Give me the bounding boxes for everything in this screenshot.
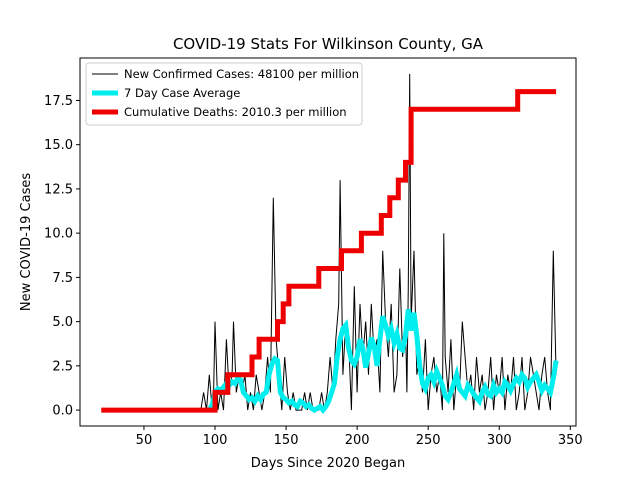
x-tick-label: 100 <box>203 433 228 448</box>
x-tick-label: 300 <box>487 433 512 448</box>
y-axis-label: New COVID-19 Cases <box>19 173 34 311</box>
axis-layer: 50 100 150 200 250 300 350 0.0 2.5 5.0 7.5 10.0 12.5… <box>44 94 583 448</box>
x-tick-label: 50 <box>136 433 153 448</box>
x-tick-label: 350 <box>558 433 583 448</box>
legend: New Confirmed Cases: 48100 per million 7 … <box>85 62 363 126</box>
x-tick-label: 250 <box>416 433 441 448</box>
y-tick-label: 5.0 <box>52 315 73 330</box>
y-tick-label: 0.0 <box>52 404 73 419</box>
series-line-3 <box>101 89 557 413</box>
chart-title: COVID-19 Stats For Wilkinson County, GA <box>173 35 484 53</box>
series-line-1 <box>101 73 557 411</box>
x-tick-label: 150 <box>274 433 299 448</box>
x-tick-label: 200 <box>345 433 370 448</box>
y-tick-label: 15.0 <box>44 138 73 153</box>
legend-label-1: New Confirmed Cases: 48100 per million <box>124 67 359 81</box>
y-tick-label: 7.5 <box>52 271 73 286</box>
legend-label-3: Cumulative Deaths: 2010.3 per million <box>124 105 347 119</box>
y-tick-label: 12.5 <box>44 182 73 197</box>
legend-label-2: 7 Day Case Average <box>124 86 240 100</box>
y-tick-label: 17.5 <box>44 94 73 109</box>
legend-box <box>85 62 363 126</box>
series-layer <box>101 73 559 415</box>
x-axis-label: Days Since 2020 Began <box>251 456 406 471</box>
y-tick-label: 10.0 <box>44 227 73 242</box>
y-tick-label: 2.5 <box>52 359 73 374</box>
series-line-2 <box>207 308 559 415</box>
